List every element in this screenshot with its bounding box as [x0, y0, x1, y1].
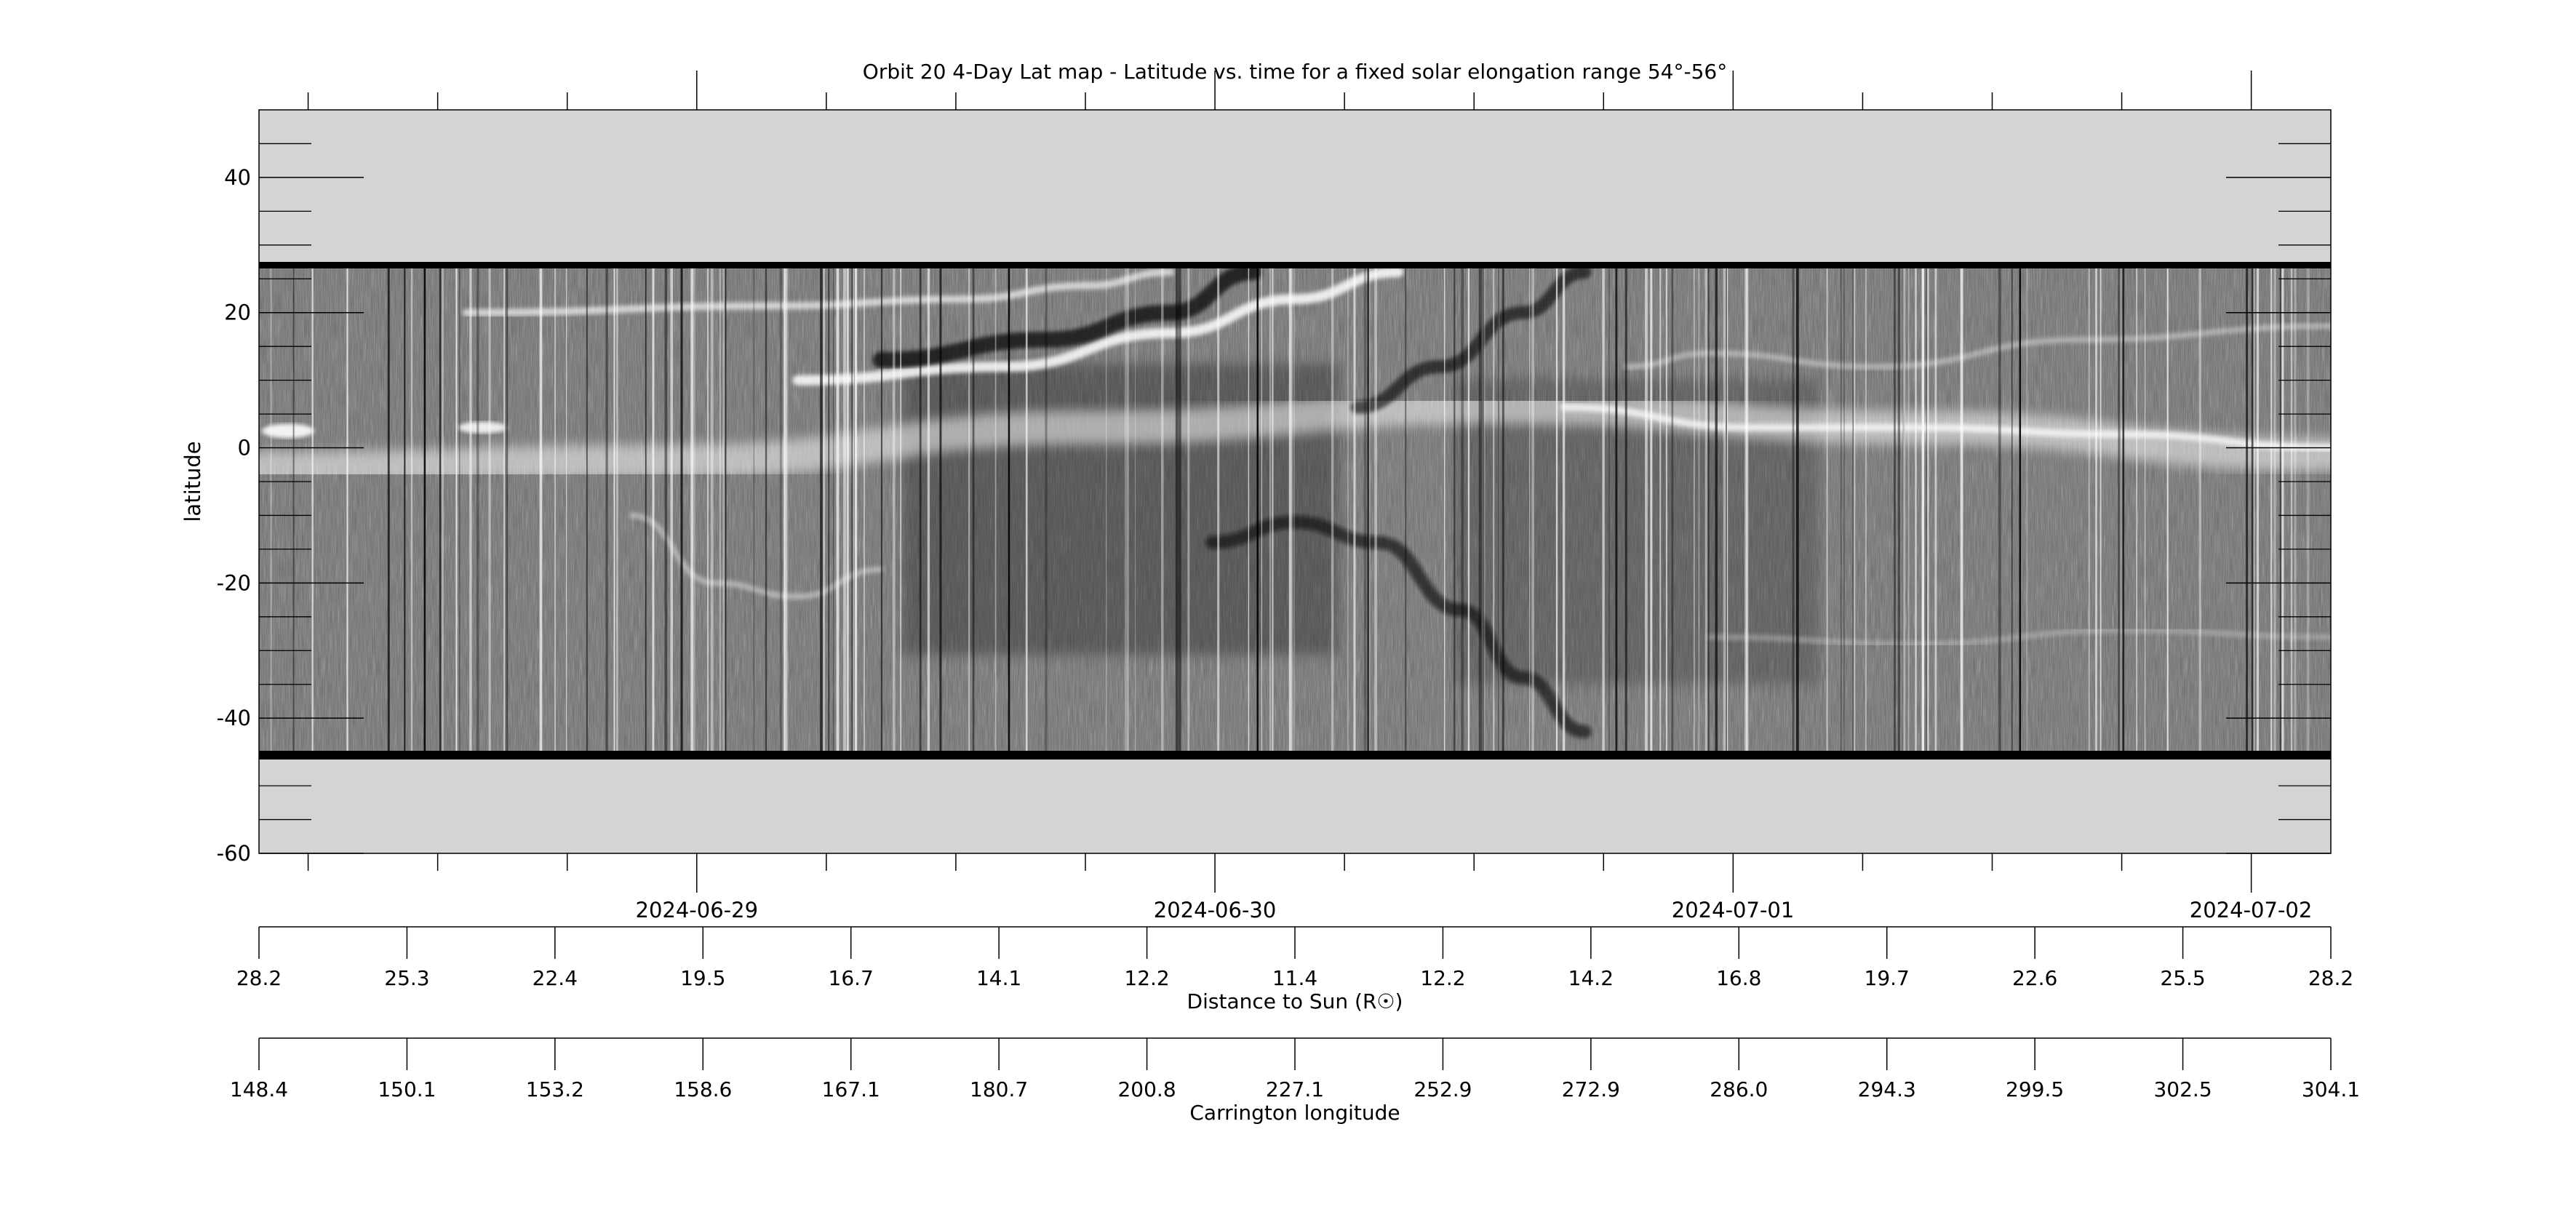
distance-axis-tick-label: 28.2	[2308, 966, 2353, 990]
y-tick-label: 0	[238, 436, 251, 461]
carrington-axis-tick-label: 304.1	[2302, 1077, 2360, 1101]
carrington-axis-label: Carrington longitude	[1189, 1101, 1400, 1125]
distance-axis-tick-label: 11.4	[1272, 966, 1317, 990]
bright-track-d	[1623, 323, 2331, 370]
carrington-axis-tick-label: 299.5	[2006, 1077, 2064, 1101]
distance-axis-tick-label: 12.2	[1420, 966, 1465, 990]
distance-axis-tick-label: 12.2	[1124, 966, 1169, 990]
y-tick-label: -40	[217, 706, 251, 730]
distance-axis-label: Distance to Sun (R☉)	[1187, 989, 1403, 1013]
carrington-axis-tick-label: 148.4	[230, 1077, 288, 1101]
distance-axis-tick-label: 28.2	[236, 966, 282, 990]
date-tick-label: 2024-07-02	[2190, 898, 2313, 922]
dark-track-b	[1350, 265, 1592, 414]
distance-axis-tick-label: 25.5	[2160, 966, 2205, 990]
band-top-edge	[259, 262, 2331, 268]
y-axis: 40 20 0 -20 -40 -60	[217, 143, 2331, 866]
carrington-axis-tick-label: 294.3	[1858, 1077, 1916, 1101]
y-tick-label: 40	[224, 165, 251, 190]
carrington-axis-tick-label: 150.1	[378, 1077, 436, 1101]
date-tick-label: 2024-06-30	[1154, 898, 1277, 922]
image-band	[259, 263, 2331, 755]
time-axis: 2024-06-29 2024-06-30 2024-07-01 2024-07-02	[307, 71, 2313, 922]
distance-axis-tick-label: 14.2	[1568, 966, 1614, 990]
distance-axis-tick-label: 19.7	[1865, 966, 1910, 990]
carrington-axis-tick-label: 272.9	[1562, 1077, 1620, 1101]
dark-track-a	[872, 263, 1262, 368]
y-tick-label: -20	[217, 570, 251, 595]
distance-axis-tick-label: 22.6	[2012, 966, 2057, 990]
y-axis-label: latitude	[180, 441, 205, 522]
distance-axis-tick-label: 16.7	[829, 966, 874, 990]
chart-title: Orbit 20 4-Day Lat map - Latitude vs. ti…	[863, 60, 1727, 84]
carrington-axis-tick-label: 180.7	[970, 1077, 1028, 1101]
y-tick-label: -60	[217, 841, 251, 866]
arc-feature	[1205, 515, 1592, 738]
bright-blob	[458, 421, 508, 434]
carrington-axis-tick-label: 167.1	[822, 1077, 880, 1101]
date-tick-label: 2024-06-29	[636, 898, 759, 922]
bright-blob	[261, 423, 314, 439]
bright-track-c	[1560, 403, 2331, 452]
carrington-axis-tick-label: 286.0	[1710, 1077, 1768, 1101]
distance-axis-tick-label: 16.8	[1716, 966, 1761, 990]
distance-axis-tick-label: 22.4	[533, 966, 578, 990]
date-tick-label: 2024-07-01	[1672, 898, 1795, 922]
carrington-axis-tick-label: 302.5	[2153, 1077, 2212, 1101]
carrington-axis: 148.4 150.1 153.2 158.6 167.1 180.7 200.8 227.1…	[230, 1037, 2360, 1101]
distance-axis-tick-label: 19.5	[680, 966, 725, 990]
band-bottom-edge	[259, 751, 2331, 760]
y-tick-label: 20	[224, 300, 251, 325]
bright-track-a	[792, 266, 1404, 386]
carrington-axis-tick-label: 153.2	[526, 1077, 584, 1101]
distance-axis-tick-label: 14.1	[976, 966, 1021, 990]
carrington-axis-tick-label: 200.8	[1117, 1077, 1176, 1101]
carrington-axis-tick-label: 158.6	[674, 1077, 732, 1101]
distance-axis-tick-label: 25.3	[384, 966, 429, 990]
distance-axis: 28.2 25.3 22.4 19.5 16.7 14.1 12.2 11.4 12.2 14.2…	[236, 926, 2353, 990]
vertical-streaks	[270, 263, 2310, 755]
carrington-axis-tick-label: 252.9	[1413, 1077, 1472, 1101]
carrington-axis-tick-label: 227.1	[1266, 1077, 1324, 1101]
